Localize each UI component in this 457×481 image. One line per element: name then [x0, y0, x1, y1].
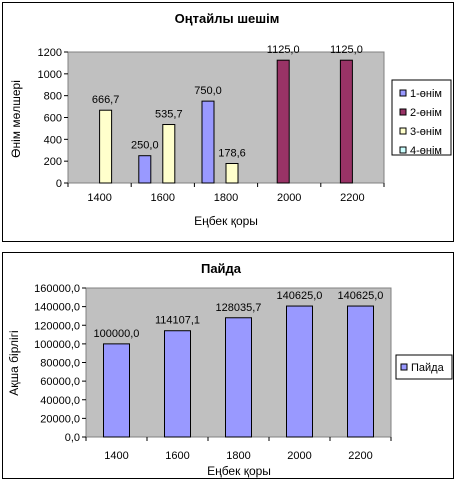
chart-optimal-solution: Оңтайлы шешім 0 200 400 600 800 1000 1200 1400… [2, 2, 454, 242]
legend-swatch [399, 89, 407, 97]
bar [225, 163, 239, 184]
legend-entry: 1-өнім [410, 88, 442, 100]
x-axis-label: Еңбек қоры [207, 464, 271, 478]
data-label: 535,7 [155, 109, 183, 121]
bar [103, 343, 130, 438]
y-tick-label: 600 [44, 113, 62, 125]
x-tick-label: 2200 [340, 192, 364, 204]
y-tick-label: 20000,0 [40, 413, 80, 425]
data-label: 114107,1 [155, 315, 200, 327]
data-label: 1125,0 [330, 44, 363, 56]
y-axis-label: Өнім мөлшері [9, 80, 23, 158]
x-tick-label: 1400 [104, 450, 128, 462]
y-tick-label: 400 [44, 134, 62, 146]
data-label: 178,6 [218, 148, 246, 160]
y-tick-label: 100000,0 [34, 339, 80, 351]
legend-entry: Пайда [411, 362, 445, 374]
x-tick-label: 2000 [277, 192, 301, 204]
y-tick-label: 1200 [38, 47, 62, 59]
x-tick-label: 1800 [226, 450, 250, 462]
bar [286, 305, 313, 438]
data-label: 750,0 [194, 85, 222, 97]
y-tick-label: 80000,0 [40, 358, 80, 370]
y-tick-label: 60000,0 [40, 376, 80, 388]
bar [225, 317, 252, 438]
y-tick-label: 200 [44, 156, 62, 168]
y-tick-label: 800 [44, 91, 62, 103]
x-axis-label: Еңбек қоры [194, 214, 258, 228]
data-label: 250,0 [131, 140, 159, 152]
bar [164, 330, 191, 438]
legend-swatch [399, 127, 407, 135]
chart-profit-svg: Пайда 0,0 20000,0 40000,0 60000,0 80000,0 100… [7, 261, 453, 478]
legend-entry: 4-өнім [410, 145, 442, 157]
chart-title: Пайда [201, 261, 242, 276]
data-label: 100000,0 [94, 328, 140, 340]
x-tick-label: 1800 [214, 192, 238, 204]
bar [201, 100, 215, 184]
chart-profit: Пайда 0,0 20000,0 40000,0 60000,0 80000,0 100… [2, 252, 454, 479]
legend [395, 354, 453, 380]
plot-area [67, 51, 385, 184]
y-tick-label: 0 [56, 178, 62, 190]
x-tick-label: 1600 [165, 450, 189, 462]
bar [347, 305, 374, 438]
bar [99, 109, 113, 184]
y-tick-label: 160000,0 [34, 283, 80, 295]
bar [162, 124, 176, 184]
legend-swatch [399, 146, 407, 154]
chart-title: Оңтайлы шешім [175, 11, 280, 26]
y-axis-label: Ақша бірлігі [7, 330, 21, 395]
y-tick-label: 120000,0 [34, 320, 80, 332]
data-label: 140625,0 [277, 290, 323, 302]
bar [276, 59, 290, 184]
x-tick-label: 1600 [151, 192, 175, 204]
data-label: 666,7 [92, 94, 120, 106]
legend-swatch [399, 108, 407, 116]
x-tick-label: 1400 [87, 192, 111, 204]
x-tick-label: 2000 [287, 450, 311, 462]
chart-optimal-solution-svg: Оңтайлы шешім 0 200 400 600 800 1000 1200 1400… [9, 11, 452, 228]
y-tick-label: 1000 [38, 69, 62, 81]
y-tick-label: 40000,0 [40, 395, 80, 407]
data-label: 140625,0 [338, 290, 384, 302]
bar [339, 59, 353, 184]
data-label: 1125,0 [267, 44, 300, 56]
data-label: 128035,7 [216, 302, 262, 314]
legend-entry: 2-өнім [410, 107, 442, 119]
y-tick-label: 0,0 [65, 432, 80, 444]
bar [138, 155, 152, 184]
y-tick-label: 140000,0 [34, 302, 80, 314]
x-tick-label: 2200 [348, 450, 372, 462]
legend-entry: 3-өнім [410, 126, 442, 138]
legend-swatch [400, 363, 408, 371]
